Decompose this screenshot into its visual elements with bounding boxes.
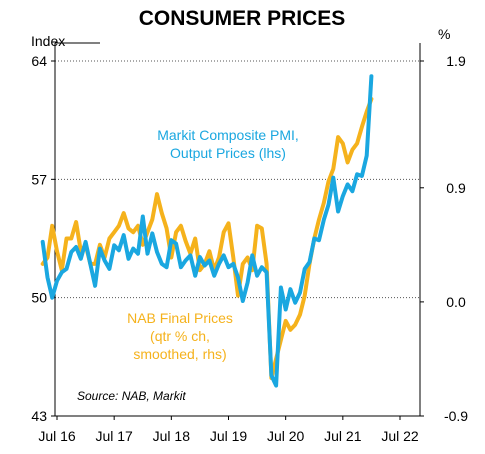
pmi-output-prices-line bbox=[40, 74, 374, 388]
nab-series-label: (qtr % ch, bbox=[150, 328, 210, 344]
pmi-series-label: Markit Composite PMI, bbox=[157, 127, 299, 143]
x-tick-label: Jul 22 bbox=[381, 428, 419, 444]
source-note: Source: NAB, Markit bbox=[77, 389, 186, 403]
series-labels: Markit Composite PMI, Output Prices (lhs)… bbox=[127, 127, 299, 362]
x-tick-label: Jul 20 bbox=[267, 428, 305, 444]
series-lines bbox=[40, 74, 374, 388]
left-axis-unit: Index bbox=[31, 33, 65, 49]
left-tick-label: 43 bbox=[31, 408, 47, 424]
right-tick-label: 0.0 bbox=[446, 294, 466, 310]
chart-title: CONSUMER PRICES bbox=[139, 7, 346, 30]
right-axis-unit: % bbox=[438, 26, 450, 42]
right-axis-ticks: 1.9 0.9 0.0 -0.9 bbox=[420, 53, 468, 424]
x-tick-label: Jul 21 bbox=[324, 428, 362, 444]
left-axis-ticks: 64 57 50 43 bbox=[31, 53, 55, 424]
right-tick-label: -0.9 bbox=[444, 408, 468, 424]
right-tick-label: 0.9 bbox=[446, 180, 466, 196]
x-axis-ticks: Jul 16 Jul 17 Jul 18 Jul 19 Jul 20 Jul 21 Jul … bbox=[38, 416, 419, 444]
pmi-series-label: Output Prices (lhs) bbox=[170, 145, 286, 161]
nab-series-label: NAB Final Prices bbox=[127, 310, 233, 326]
left-tick-label: 64 bbox=[31, 53, 47, 69]
x-tick-label: Jul 16 bbox=[38, 428, 76, 444]
left-tick-label: 50 bbox=[31, 290, 47, 306]
gridlines bbox=[55, 60, 420, 299]
x-tick-label: Jul 18 bbox=[153, 428, 191, 444]
x-tick-label: Jul 17 bbox=[95, 428, 133, 444]
nab-series-label: smoothed, rhs) bbox=[133, 346, 226, 362]
left-tick-label: 57 bbox=[31, 171, 47, 187]
x-tick-label: Jul 19 bbox=[210, 428, 248, 444]
plot-frame bbox=[54, 42, 421, 417]
right-tick-label: 1.9 bbox=[446, 53, 466, 69]
